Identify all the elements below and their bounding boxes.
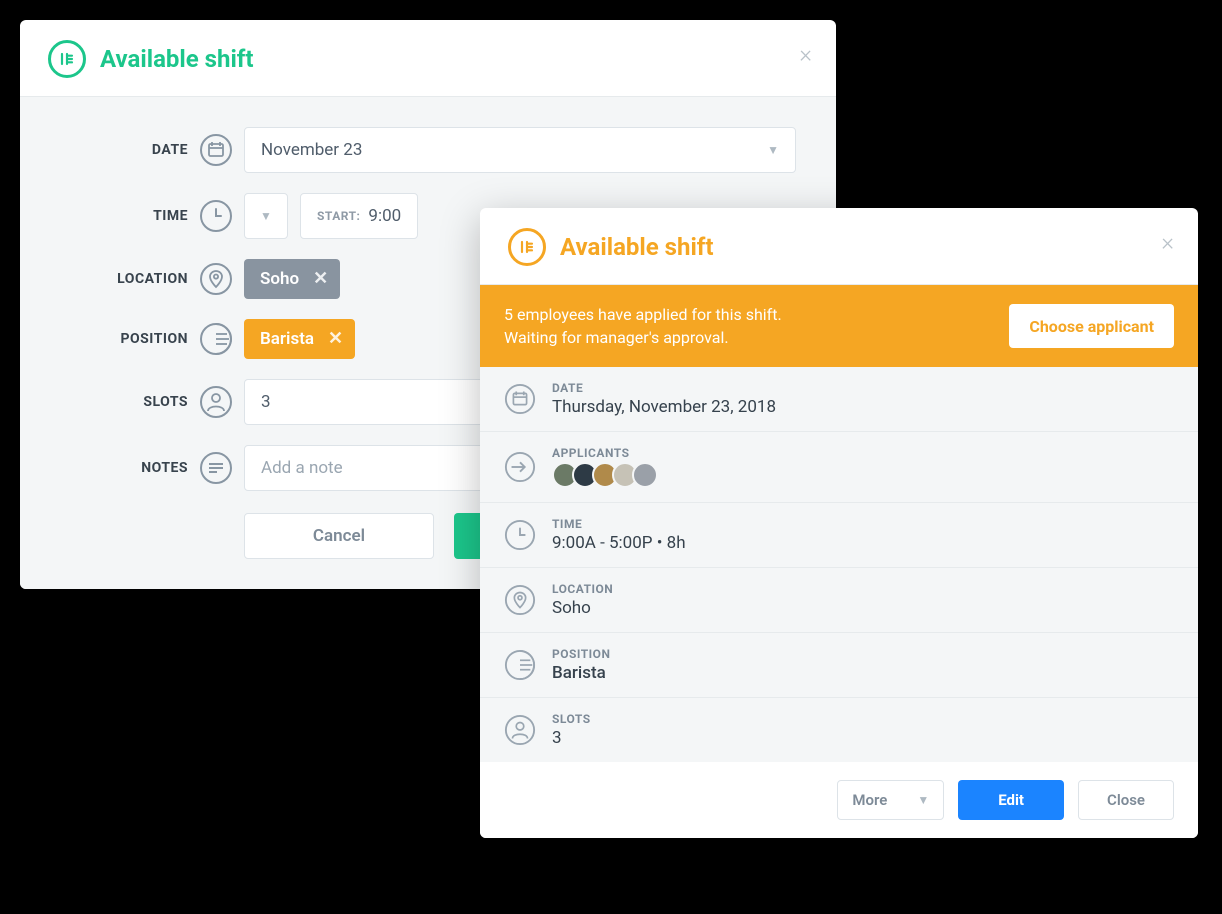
shift-details-modal: Available shift × 5 employees have appli… bbox=[480, 208, 1198, 838]
position-icon bbox=[504, 649, 552, 681]
start-label: START: bbox=[317, 209, 360, 223]
modal-title: Available shift bbox=[100, 45, 254, 73]
remove-tag-icon[interactable]: ✕ bbox=[313, 270, 328, 288]
banner-line2: Waiting for manager's approval. bbox=[504, 326, 782, 349]
chevron-down-icon: ▼ bbox=[917, 793, 929, 807]
label-date: DATE bbox=[60, 142, 188, 158]
calendar-icon bbox=[188, 133, 244, 167]
modal-header: Available shift × bbox=[480, 208, 1198, 285]
person-icon bbox=[188, 385, 244, 419]
chevron-down-icon: ▼ bbox=[767, 143, 779, 157]
label-location: LOCATION bbox=[60, 271, 188, 287]
pin-icon bbox=[188, 262, 244, 296]
pin-icon bbox=[504, 584, 552, 616]
time-period-dropdown[interactable]: ▼ bbox=[244, 193, 288, 239]
label-position: POSITION bbox=[60, 331, 188, 347]
detail-date: DATE Thursday, November 23, 2018 bbox=[480, 367, 1198, 432]
date-select[interactable]: November 23 ▼ bbox=[244, 127, 796, 173]
slots-value: 3 bbox=[552, 728, 591, 748]
position-tag[interactable]: Barista ✕ bbox=[244, 319, 355, 359]
cancel-button[interactable]: Cancel bbox=[244, 513, 434, 559]
more-dropdown[interactable]: More ▼ bbox=[837, 780, 944, 820]
position-value: Barista bbox=[552, 663, 610, 683]
applicant-avatars[interactable] bbox=[552, 462, 658, 488]
brand-badge-icon bbox=[48, 40, 86, 78]
close-button[interactable]: Close bbox=[1078, 780, 1174, 820]
approval-banner: 5 employees have applied for this shift.… bbox=[480, 285, 1198, 367]
time-value: 9:00A - 5:00P • 8h bbox=[552, 533, 686, 553]
notes-icon bbox=[188, 451, 244, 485]
start-time-input[interactable]: START: 9:00 bbox=[300, 193, 418, 239]
remove-tag-icon[interactable]: ✕ bbox=[328, 330, 343, 348]
banner-line1: 5 employees have applied for this shift. bbox=[504, 303, 782, 326]
location-value: Soho bbox=[552, 598, 613, 618]
detail-position: POSITION Barista bbox=[480, 633, 1198, 698]
arrow-right-icon bbox=[504, 451, 552, 483]
choose-applicant-button[interactable]: Choose applicant bbox=[1009, 304, 1174, 348]
edit-button[interactable]: Edit bbox=[958, 780, 1064, 820]
clock-icon bbox=[188, 199, 244, 233]
close-icon[interactable]: × bbox=[1161, 230, 1174, 254]
row-date: DATE November 23 ▼ bbox=[60, 127, 796, 173]
calendar-icon bbox=[504, 383, 552, 415]
start-value: 9:00 bbox=[368, 206, 401, 226]
date-value: November 23 bbox=[261, 140, 362, 160]
avatar[interactable] bbox=[632, 462, 658, 488]
close-icon[interactable]: × bbox=[799, 42, 812, 66]
label-notes: NOTES bbox=[60, 460, 188, 476]
detail-location: LOCATION Soho bbox=[480, 568, 1198, 633]
date-value: Thursday, November 23, 2018 bbox=[552, 397, 776, 417]
clock-icon bbox=[504, 519, 552, 551]
location-tag[interactable]: Soho ✕ bbox=[244, 259, 340, 299]
location-tag-label: Soho bbox=[260, 269, 299, 289]
notes-placeholder: Add a note bbox=[261, 458, 343, 478]
slots-value: 3 bbox=[261, 392, 271, 412]
position-tag-label: Barista bbox=[260, 329, 314, 349]
detail-time: TIME 9:00A - 5:00P • 8h bbox=[480, 503, 1198, 568]
modal-header: Available shift × bbox=[20, 20, 836, 97]
modal-title: Available shift bbox=[560, 233, 714, 261]
detail-slots: SLOTS 3 bbox=[480, 698, 1198, 762]
detail-list: DATE Thursday, November 23, 2018 APPLICA… bbox=[480, 367, 1198, 762]
label-slots: SLOTS bbox=[60, 394, 188, 410]
chevron-down-icon: ▼ bbox=[260, 209, 272, 223]
footer-actions: More ▼ Edit Close bbox=[480, 762, 1198, 838]
brand-badge-icon bbox=[508, 228, 546, 266]
label-time: TIME bbox=[60, 208, 188, 224]
person-icon bbox=[504, 714, 552, 746]
detail-applicants: APPLICANTS bbox=[480, 432, 1198, 503]
position-icon bbox=[188, 322, 244, 356]
